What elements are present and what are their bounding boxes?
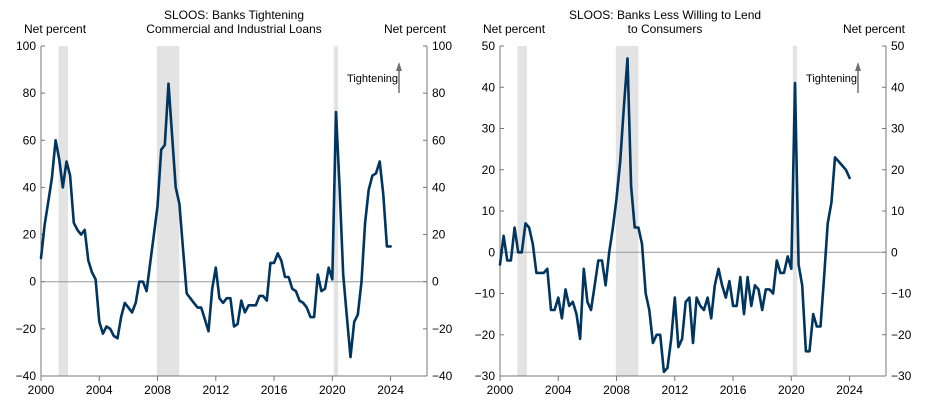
y-tick-label-left: 80 <box>23 86 37 100</box>
y-tick-label-right: −20 <box>891 328 912 342</box>
y-tick-label-right: 40 <box>432 180 446 194</box>
x-tick-label: 2020 <box>319 383 346 397</box>
y-tick-label-left: −30 <box>475 369 496 383</box>
series-line <box>498 57 851 374</box>
y-tick-label-left: −20 <box>475 328 496 342</box>
left-axis-label: Net percent <box>483 22 546 36</box>
y-tick-label-right: 0 <box>432 275 439 289</box>
x-tick-label: 2012 <box>202 383 229 397</box>
y-tick-label-left: 30 <box>482 122 496 136</box>
chart-title-line-2: to Consumers <box>628 22 703 36</box>
y-tick-label-left: 20 <box>23 228 37 242</box>
chart-title-line-1: SLOOS: Banks Tightening <box>164 8 304 22</box>
y-tick-label-right: −30 <box>891 369 912 383</box>
x-tick-label: 2000 <box>487 383 514 397</box>
y-tick-label-left: −40 <box>16 369 37 383</box>
y-tick-label-right: 10 <box>891 204 905 218</box>
series-line <box>39 82 392 359</box>
y-tick-label-left: 20 <box>482 163 496 177</box>
recession-band <box>792 46 798 376</box>
x-tick-label: 2008 <box>144 383 171 397</box>
y-tick-label-left: 50 <box>482 39 496 53</box>
x-tick-label: 2008 <box>603 383 630 397</box>
y-tick-label-right: 0 <box>891 245 898 259</box>
x-tick-label: 2016 <box>720 383 747 397</box>
x-tick-label: 2016 <box>261 383 288 397</box>
y-tick-label-left: 40 <box>482 80 496 94</box>
y-tick-label-left: 40 <box>23 180 37 194</box>
tightening-arrow-head <box>396 62 402 71</box>
y-tick-label-right: 80 <box>432 86 446 100</box>
x-tick-label: 2004 <box>545 383 572 397</box>
y-tick-label-right: −40 <box>432 369 453 383</box>
y-tick-label-left: 0 <box>29 275 36 289</box>
tightening-arrow-head <box>855 62 861 71</box>
right-axis-label: Net percent <box>843 22 906 36</box>
chart-title-line-1: SLOOS: Banks Less Willing to Lend <box>569 8 761 22</box>
x-tick-label: 2024 <box>836 383 863 397</box>
y-tick-label-right: −20 <box>432 322 453 336</box>
y-tick-label-right: 50 <box>891 39 905 53</box>
recession-band <box>615 46 639 376</box>
y-tick-label-right: −10 <box>891 287 912 301</box>
recession-band <box>58 46 68 376</box>
recession-band <box>156 46 180 376</box>
y-tick-label-left: 10 <box>482 204 496 218</box>
y-tick-label-left: −10 <box>475 287 496 301</box>
y-tick-label-right: 100 <box>432 39 452 53</box>
y-tick-label-right: 20 <box>891 163 905 177</box>
y-tick-label-left: −20 <box>16 322 37 336</box>
y-tick-label-right: 60 <box>432 133 446 147</box>
x-tick-label: 2004 <box>86 383 113 397</box>
right-axis-label: Net percent <box>384 22 447 36</box>
tightening-annotation: Tightening <box>347 73 398 85</box>
x-tick-label: 2024 <box>377 383 404 397</box>
y-tick-label-left: 100 <box>16 39 36 53</box>
left-axis-label: Net percent <box>24 22 87 36</box>
y-tick-label-right: 20 <box>432 228 446 242</box>
recession-band <box>333 46 339 376</box>
x-tick-label: 2012 <box>661 383 688 397</box>
tightening-annotation: Tightening <box>806 73 857 85</box>
y-tick-label-right: 40 <box>891 80 905 94</box>
recession-band <box>517 46 527 376</box>
y-tick-label-left: 60 <box>23 133 37 147</box>
y-tick-label-left: 0 <box>488 245 495 259</box>
y-tick-label-right: 30 <box>891 122 905 136</box>
x-tick-label: 2020 <box>778 383 805 397</box>
x-tick-label: 2000 <box>28 383 55 397</box>
chart-title-line-2: Commercial and Industrial Loans <box>146 22 321 36</box>
